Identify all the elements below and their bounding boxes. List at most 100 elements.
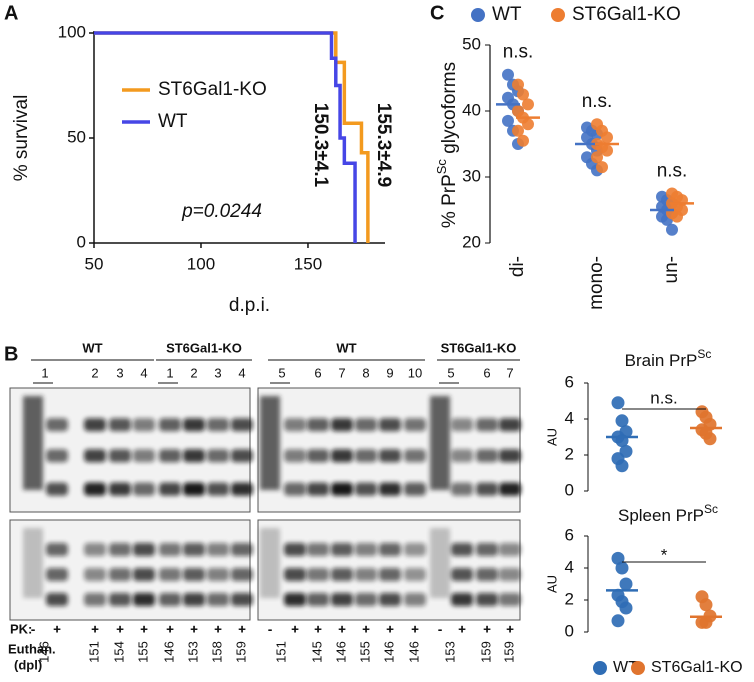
lane-number: 7 — [506, 365, 513, 380]
chart-title-part: Brain PrP — [625, 351, 698, 370]
y-tick-label: 6 — [565, 525, 574, 544]
legend-label: WT — [613, 659, 638, 676]
lane-number: 10 — [408, 365, 422, 380]
blot-band — [84, 543, 106, 556]
blot-band — [46, 568, 68, 581]
blot-band — [207, 543, 229, 556]
pk-sign: + — [214, 621, 222, 636]
y-tick-label: 0 — [77, 232, 86, 251]
y-axis-label: % PrPSc glycoforms — [434, 62, 460, 228]
lane-number: 1 — [41, 365, 48, 380]
lane-number: 2 — [190, 365, 197, 380]
euthan-value: 146 — [333, 641, 348, 663]
blot-band — [159, 593, 181, 606]
lane-number: 2 — [91, 365, 98, 380]
x-tick-label: mono- — [586, 256, 607, 310]
blot-band — [355, 593, 377, 606]
blot-band — [379, 482, 401, 496]
data-point — [512, 78, 524, 91]
y-tick-label: 50 — [67, 127, 86, 146]
data-point — [517, 134, 529, 147]
blot-band — [46, 593, 68, 606]
legend-swatch — [631, 661, 645, 675]
y-axis-label-part: glycoforms — [439, 62, 460, 159]
euthan-value: 155 — [135, 641, 150, 663]
pk-sign: + — [362, 621, 370, 636]
data-point — [699, 615, 713, 629]
blot-band — [476, 568, 498, 581]
data-point — [601, 131, 613, 144]
euthan-value: 153 — [442, 641, 457, 663]
pk-sign: + — [91, 621, 99, 636]
euthan-value: 151 — [86, 641, 101, 663]
blot-band — [404, 593, 426, 606]
lane-number: 8 — [362, 365, 369, 380]
survival-line — [94, 31, 357, 243]
blot-band — [331, 593, 353, 606]
blot-band — [451, 543, 473, 556]
blot-band — [109, 449, 131, 463]
euthan-value: 153 — [185, 641, 200, 663]
blot-band — [207, 482, 229, 496]
chart-title-part: Sc — [704, 502, 718, 516]
pk-sign: + — [53, 621, 61, 636]
blot-band — [231, 482, 253, 496]
euthan-value: 154 — [111, 641, 126, 663]
pk-sign: + — [214, 621, 222, 636]
data-point — [601, 144, 613, 157]
legend-label: ST6Gal1-KO — [651, 659, 743, 676]
euthan-value: 159 — [233, 641, 248, 663]
blot-band — [331, 449, 353, 463]
blot-band — [499, 568, 521, 581]
blot-band — [84, 449, 106, 463]
blot-band — [404, 418, 426, 432]
x-tick-label: di- — [507, 256, 528, 277]
data-point — [703, 432, 717, 446]
data-point — [615, 414, 629, 428]
blot-band — [499, 482, 521, 496]
blot-band — [183, 418, 205, 432]
y-tick-label: 6 — [565, 372, 574, 391]
blot-band — [355, 482, 377, 496]
panel-label: C — [430, 2, 444, 24]
blot-band — [331, 568, 353, 581]
pk-sign: + — [458, 621, 466, 636]
euthan-value: 146 — [406, 641, 421, 663]
blot-band — [109, 482, 131, 496]
pk-sign: + — [314, 621, 322, 636]
blot-band — [499, 449, 521, 463]
legend-label: WT — [492, 4, 522, 25]
annotation: n.s. — [503, 42, 534, 63]
blot-band — [331, 543, 353, 556]
blot-band — [476, 543, 498, 556]
blot-band — [183, 449, 205, 463]
data-point — [615, 459, 629, 473]
x-tick-label: un- — [661, 256, 682, 283]
blot-band — [379, 543, 401, 556]
pk-sign: - — [268, 621, 272, 636]
y-axis-label-part: % PrP — [439, 174, 460, 228]
blot-band — [451, 418, 473, 432]
euthan-label: Euthan. — [8, 641, 56, 656]
lane-number: 1 — [166, 365, 173, 380]
annotation: n.s. — [657, 161, 688, 182]
annotation: n.s. — [650, 388, 677, 407]
blot-band — [183, 593, 205, 606]
euthan-label: (dpl) — [14, 657, 42, 672]
legend-label: WT — [158, 111, 188, 132]
pk-sign: - — [31, 621, 35, 636]
lane-number: 6 — [314, 365, 321, 380]
data-point — [522, 98, 534, 111]
blot-band — [499, 593, 521, 606]
chart-title: Brain PrPSc — [625, 347, 712, 370]
blot-band — [133, 418, 155, 432]
y-axis-label: AU — [544, 428, 559, 446]
blot-band — [451, 593, 473, 606]
blot-band — [476, 418, 498, 432]
x-tick-label: 100 — [187, 254, 215, 273]
group-label: WT — [82, 340, 102, 355]
panel-label: B — [4, 343, 18, 365]
data-point — [502, 68, 514, 81]
blot-band — [84, 568, 106, 581]
pk-sign: - — [31, 621, 35, 636]
